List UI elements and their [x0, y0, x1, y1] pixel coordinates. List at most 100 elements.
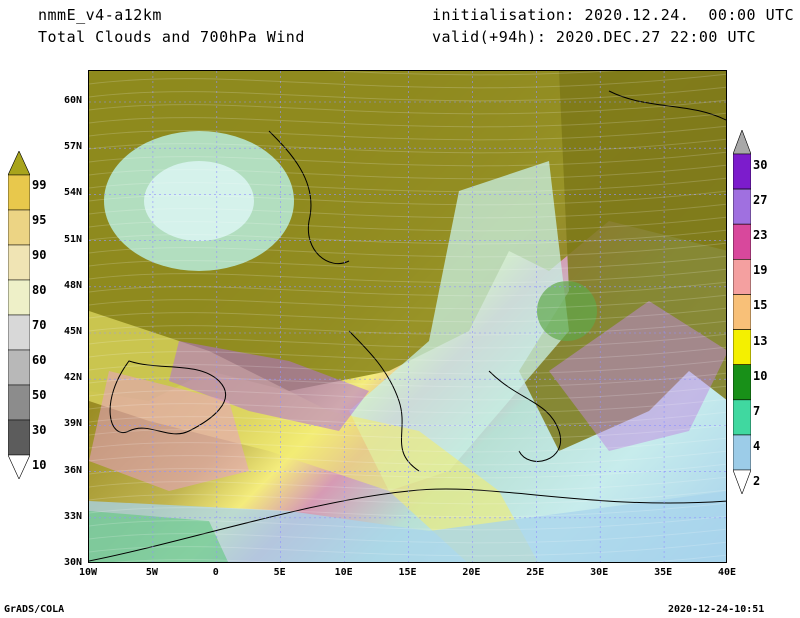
- lon-tick-label: 0: [212, 567, 219, 578]
- cloud-scale-label: 99: [32, 178, 47, 192]
- wind-scale-label: 7: [753, 403, 761, 418]
- cyclone-core: [537, 281, 597, 341]
- wind-band: [169, 341, 369, 431]
- wind-color-swatch: [732, 434, 752, 471]
- wind-streamline: [89, 164, 726, 180]
- lat-tick-label: 54N: [63, 187, 82, 199]
- lat-tick-label: 30N: [63, 557, 82, 568]
- cloud-scale-label: 70: [32, 318, 47, 332]
- cloud-scale-label: 95: [32, 213, 47, 227]
- weather-map[interactable]: [88, 70, 727, 563]
- lat-lon-grid: [89, 71, 726, 562]
- wind-streamline: [89, 268, 726, 284]
- map-layers: [89, 71, 726, 562]
- wind-streamline: [89, 242, 726, 258]
- lon-tick-label: 30E: [590, 567, 609, 578]
- wind-streamline: [89, 450, 726, 466]
- wind-streamline: [89, 307, 726, 323]
- wind-scale-label: 2: [753, 474, 761, 488]
- wind-color-swatch: [732, 259, 752, 295]
- wind-streamline: [89, 112, 726, 128]
- wind-streamline: [89, 541, 726, 557]
- initialisation-time: initialisation: 2020.12.24. 00:00 UTC: [432, 6, 795, 24]
- coastline: [348, 330, 420, 472]
- cloud-scale-label: 30: [32, 423, 47, 437]
- wind-streamline: [89, 255, 726, 271]
- wind-streamline: [89, 216, 726, 232]
- generation-timestamp: 2020-12-24-10:51: [668, 604, 765, 615]
- lat-tick-label: 36N: [63, 464, 82, 476]
- wind-scale-label: 23: [753, 228, 768, 243]
- lon-tick-label: 10W: [78, 567, 98, 578]
- lat-tick-label: 39N: [63, 418, 82, 430]
- lat-tick-label: 48N: [63, 279, 82, 291]
- cloud-scale-label: 80: [32, 283, 47, 297]
- lat-tick-label: 45N: [63, 326, 82, 337]
- wind-scale-label: 27: [753, 193, 768, 208]
- wind-streamline: [89, 294, 726, 310]
- wind-streamline: [89, 463, 726, 479]
- coastline: [268, 130, 350, 265]
- wind-streamline: [89, 489, 726, 505]
- wind-streamline: [89, 476, 726, 492]
- coastline: [488, 370, 562, 462]
- wind-scale-label: 30: [753, 158, 768, 172]
- wind-color-swatch: [732, 153, 752, 190]
- lon-tick-label: 15E: [398, 567, 417, 578]
- wind-streamline: [89, 151, 726, 167]
- wind-color-swatch: [732, 399, 752, 436]
- wind-color-swatch: [732, 129, 752, 155]
- lon-tick-label: 10E: [334, 567, 353, 578]
- valid-time: valid(+94h): 2020.DEC.27 22:00 UTC: [432, 28, 757, 46]
- lon-tick-label: 20E: [462, 567, 481, 578]
- lat-tick-label: 33N: [63, 510, 82, 522]
- wind-streamline: [89, 125, 726, 141]
- clear-region: [89, 491, 726, 562]
- wind-streamline: [113, 554, 726, 562]
- lat-tick-label: 60N: [63, 95, 82, 106]
- cloud-color-swatch: [7, 419, 31, 456]
- wind-streamline: [89, 86, 726, 102]
- wind-streamline: [89, 190, 726, 206]
- wind-streamline: [89, 229, 726, 245]
- cloud-color-swatch: [7, 349, 31, 386]
- wind-streamline: [89, 320, 726, 336]
- wind-colorbar: [732, 129, 752, 495]
- wind-streamline: [89, 372, 726, 388]
- wind-streamline: [89, 359, 726, 375]
- cloud-color-swatch: [7, 244, 31, 281]
- wind-streamline: [89, 177, 726, 193]
- grads-credit: GrADS/COLA: [4, 604, 65, 615]
- wind-streamline: [89, 333, 726, 349]
- wind-color-swatch: [732, 329, 752, 365]
- coastline: [109, 360, 226, 435]
- lon-tick-label: 35E: [654, 567, 673, 578]
- cloud-scale-label: 50: [32, 388, 47, 402]
- wind-scale-label: 15: [753, 298, 768, 313]
- field-title: Total Clouds and 700hPa Wind: [38, 28, 305, 46]
- wind-streamline: [89, 437, 726, 453]
- wind-color-swatch: [732, 294, 752, 330]
- wind-color-swatch: [732, 223, 752, 260]
- wind-band: [549, 301, 726, 451]
- wind-streamline: [89, 515, 726, 531]
- lat-tick-label: 42N: [63, 372, 82, 384]
- coastline: [608, 90, 726, 121]
- wind-streamline: [89, 71, 618, 76]
- lat-tick-label: 57N: [63, 141, 82, 153]
- wind-scale-label: 10: [753, 368, 768, 383]
- model-title: nmmE_v4-a12km: [38, 6, 162, 24]
- wind-streamline: [89, 138, 726, 154]
- wind-scale-label: 13: [753, 333, 768, 348]
- cloud-scale-label: 10: [32, 458, 47, 472]
- wind-streamline: [89, 502, 726, 518]
- clear-region: [349, 161, 569, 491]
- wind-streamline: [89, 346, 726, 362]
- wind-streamline: [89, 398, 726, 414]
- wind-band: [89, 371, 249, 491]
- wind-band: [89, 511, 229, 562]
- lon-tick-label: 5W: [145, 567, 158, 578]
- wind-streamline: [89, 73, 726, 89]
- wind-streamline: [89, 281, 726, 297]
- wind-scale-label: 4: [753, 438, 761, 453]
